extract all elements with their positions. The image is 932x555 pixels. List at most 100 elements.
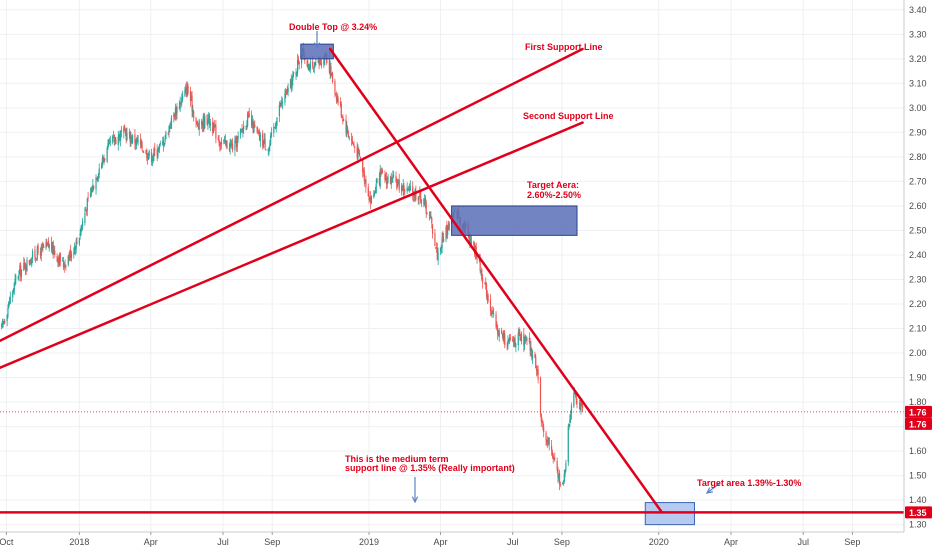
candle-body <box>352 142 354 144</box>
candle-body <box>131 138 133 143</box>
target-aera-label: Target Aera: 2.60%-2.50% <box>527 180 581 200</box>
double-top-arrow <box>313 31 321 50</box>
y-tick-label: 3.20 <box>909 54 927 64</box>
double-top-label: Double Top @ 3.24% <box>289 22 377 32</box>
candle-body <box>364 179 366 181</box>
candle-body <box>224 140 227 143</box>
candle-body <box>573 393 575 407</box>
x-tick-label: Apr <box>433 537 447 547</box>
candle-body <box>514 338 516 346</box>
candle-body <box>89 193 92 197</box>
candle-body <box>292 73 294 81</box>
candle-body <box>362 170 365 172</box>
candle-body <box>70 250 72 258</box>
candle-body <box>392 175 394 179</box>
candle-body <box>259 134 261 142</box>
x-tick-label: Jul <box>797 537 809 547</box>
grid <box>0 0 904 532</box>
candle-body <box>34 249 36 258</box>
target-aera-box <box>451 205 578 236</box>
candle-body <box>567 426 569 463</box>
candle-body <box>152 156 154 160</box>
candle-body <box>381 172 383 174</box>
candle-body <box>543 426 545 433</box>
candle-body <box>54 250 56 255</box>
candle-body <box>235 136 238 148</box>
candle-body <box>370 195 373 204</box>
candle-body <box>517 333 519 345</box>
candle-body <box>417 197 419 201</box>
candle-body <box>254 124 256 128</box>
candle-body <box>47 242 49 245</box>
candle-body <box>128 132 130 134</box>
candle-body <box>558 473 561 485</box>
candle-body <box>146 149 148 159</box>
candle-body <box>357 148 359 159</box>
candle-body <box>173 114 175 118</box>
candle-body <box>108 139 111 141</box>
candle-body <box>15 277 17 279</box>
candle-body <box>208 114 210 121</box>
candle-body <box>263 138 265 143</box>
candle-body <box>229 143 231 149</box>
candle-body <box>379 170 381 187</box>
candle-body <box>217 137 219 140</box>
candle-body <box>203 116 205 128</box>
candle-body <box>62 259 64 261</box>
candle-body <box>286 90 288 94</box>
candle-body <box>68 257 70 259</box>
candle-body <box>275 125 277 129</box>
candle-body <box>198 120 200 131</box>
candle-body <box>1 320 3 326</box>
candle-body <box>501 333 503 335</box>
candle-body <box>437 251 439 261</box>
candle-body <box>340 103 342 117</box>
candle-body <box>8 302 11 304</box>
candle-body <box>329 65 331 74</box>
second-support-label-line: Second Support Line <box>523 111 614 121</box>
candle-body <box>223 140 225 142</box>
candle-body <box>378 177 380 185</box>
candle-body <box>212 122 214 133</box>
candle-body <box>28 260 30 264</box>
candle-body <box>156 150 158 156</box>
candle-body <box>200 121 203 126</box>
candle-body <box>20 264 22 277</box>
candle-body <box>179 101 181 109</box>
candle-body <box>90 190 92 196</box>
candle-body <box>441 237 443 249</box>
candle-body <box>497 327 499 334</box>
candle-body <box>2 321 4 323</box>
candle-body <box>81 225 83 229</box>
candle-body <box>296 71 298 74</box>
candle-body <box>106 148 108 162</box>
candle-body <box>135 139 138 146</box>
candle-body <box>474 245 477 254</box>
candle-body <box>341 115 343 117</box>
candle-body <box>290 80 292 89</box>
candle-body <box>191 95 193 112</box>
x-tick-label: Jul <box>507 537 519 547</box>
candle-body <box>412 186 414 195</box>
candle-body <box>181 95 184 100</box>
candle-body <box>240 129 242 130</box>
candle-body <box>145 150 147 154</box>
x-tick-label: Sep <box>844 537 860 547</box>
candle-body <box>418 196 420 200</box>
candle-body <box>581 405 584 409</box>
medium-term-label-line: This is the medium term <box>345 454 449 464</box>
candle-body <box>154 148 156 151</box>
candle-body <box>545 432 547 441</box>
candle-body <box>335 94 337 96</box>
candle-body <box>487 295 489 301</box>
candle-body <box>281 102 284 104</box>
candle-body <box>537 369 539 380</box>
candle-body <box>178 106 180 109</box>
last-price-badge-2-bg <box>905 417 932 430</box>
candle-body <box>486 295 488 299</box>
candle-body <box>385 177 387 179</box>
x-tick-label: Oct <box>0 537 14 547</box>
candle-body <box>96 177 98 180</box>
candle-body <box>185 86 188 96</box>
